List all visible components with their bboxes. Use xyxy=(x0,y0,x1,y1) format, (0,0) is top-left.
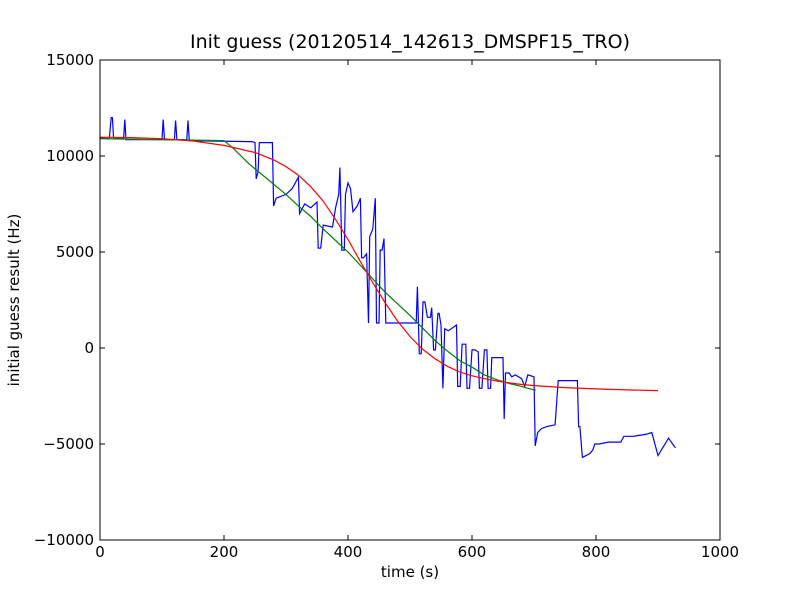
series-line-2 xyxy=(100,138,537,391)
x-tick-label: 600 xyxy=(458,543,487,561)
y-axis-label: initial guess result (Hz) xyxy=(5,214,23,387)
x-tick-label: 800 xyxy=(582,543,611,561)
y-tick-label: 0 xyxy=(84,339,94,357)
series-line-3 xyxy=(100,136,659,392)
axes-frame xyxy=(99,59,721,541)
x-axis-label: time (s) xyxy=(381,563,439,581)
y-tick-label: −5000 xyxy=(43,435,94,453)
x-tick-label: 200 xyxy=(210,543,239,561)
x-tick-label: 400 xyxy=(334,543,363,561)
y-tick-label: 5000 xyxy=(56,243,94,261)
x-tick-label: 0 xyxy=(95,543,105,561)
y-tick-label: −10000 xyxy=(34,531,94,549)
y-tick-label: 10000 xyxy=(46,147,94,165)
series-line-1 xyxy=(100,116,676,459)
plot-area xyxy=(100,116,676,459)
x-tick-label: 1000 xyxy=(701,543,739,561)
chart-title: Init guess (20120514_142613_DMSPF15_TRO) xyxy=(190,31,630,53)
series-layer xyxy=(100,116,676,459)
y-tick-label: 15000 xyxy=(46,51,94,69)
x-axis-ticks: 0 200 400 600 800 1000 xyxy=(95,60,739,561)
y-axis-ticks: −10000 −5000 0 5000 10000 15000 xyxy=(34,51,720,549)
